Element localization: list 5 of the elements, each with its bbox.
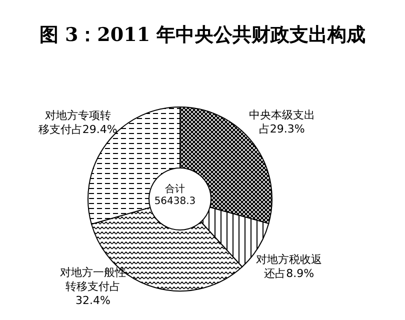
- slice-label: 对地方专项转移支付占29.4%: [38, 108, 118, 136]
- chart-title: 图 3：2011 年中央公共财政支出构成: [38, 23, 367, 48]
- slice-label: 对地方税收返还占8.9%: [256, 252, 322, 280]
- text: 合计 56438.3: [154, 183, 196, 207]
- slice-label: 中央本级支出占29.3%: [248, 108, 315, 136]
